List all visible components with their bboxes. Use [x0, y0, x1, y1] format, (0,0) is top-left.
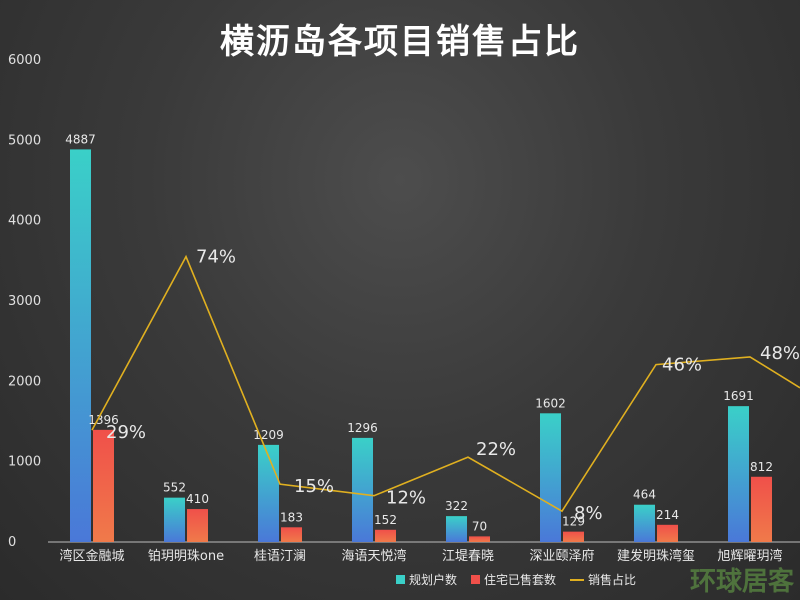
bar-planned: [634, 504, 655, 542]
x-tick-label: 铂玥明珠one: [148, 548, 224, 564]
bar-data-label: 4887: [65, 132, 96, 146]
y-tick-label: 5000: [8, 133, 41, 148]
line-data-label: 15%: [294, 476, 334, 497]
bar-data-label: 410: [186, 492, 209, 506]
x-tick-label: 湾区金融城: [59, 548, 124, 564]
x-tick-label: 旭辉曜玥湾: [717, 548, 782, 564]
line-sales-ratio: [91, 254, 800, 513]
bar-data-label: 552: [163, 481, 186, 495]
bar-planned: [728, 406, 749, 542]
bar-data-label: 129: [562, 515, 585, 529]
bar-planned: [540, 413, 561, 542]
bar-data-label: 152: [374, 513, 397, 527]
legend-label: 规划户数: [409, 572, 457, 587]
line-data-label: 12%: [386, 488, 426, 509]
legend-swatch: [471, 575, 480, 584]
y-tick-label: 2000: [8, 374, 41, 389]
x-tick-label: 海语天悦湾: [341, 548, 406, 564]
y-tick-label: 3000: [8, 294, 41, 309]
line-data-label: 29%: [106, 422, 146, 443]
line-data-label: 48%: [760, 343, 800, 364]
y-tick-label: 1000: [8, 455, 41, 470]
bar-sold: [469, 536, 490, 542]
legend-label: 住宅已售套数: [484, 572, 556, 587]
bar-data-label: 1296: [347, 421, 378, 435]
x-tick-label: 江堤春晓: [442, 549, 494, 564]
bar-sold: [93, 429, 114, 542]
y-tick-label: 0: [8, 535, 16, 550]
bar-data-label: 183: [280, 510, 303, 524]
x-tick-label: 建发明珠湾玺: [617, 548, 695, 564]
bar-sold: [563, 531, 584, 542]
bar-sold: [751, 476, 772, 542]
chart-title: 横沥岛各项目销售占比: [220, 22, 580, 62]
bar-sold: [187, 509, 208, 542]
legend-label: 销售占比: [588, 572, 636, 587]
watermark-logo: 环球居客: [689, 567, 794, 597]
bar-data-label: 214: [656, 508, 679, 522]
x-tick-label: 深业颐泽府: [529, 549, 594, 564]
line-data-label: 22%: [476, 439, 516, 460]
bar-planned: [352, 437, 373, 542]
bar-planned: [164, 497, 185, 542]
bar-sold: [375, 529, 396, 542]
x-tick-label: 桂语汀澜: [254, 549, 306, 564]
line-data-label: 46%: [662, 355, 702, 376]
bar-data-label: 1602: [535, 396, 566, 410]
bar-data-label: 1691: [723, 389, 754, 403]
bar-sold: [281, 527, 302, 542]
bar-sold: [657, 524, 678, 542]
bar-planned: [70, 149, 91, 542]
bar-data-label: 322: [445, 499, 468, 513]
bar-data-label: 812: [750, 460, 773, 474]
bar-planned: [446, 516, 467, 542]
bar-data-label: 464: [633, 488, 656, 502]
y-tick-label: 4000: [8, 214, 41, 229]
bar-planned: [258, 444, 279, 542]
legend-swatch: [396, 575, 405, 584]
line-data-label: 74%: [196, 247, 236, 268]
y-tick-label: 6000: [8, 53, 41, 68]
bar-data-label: 70: [472, 519, 487, 533]
line-data-label: 8%: [574, 503, 603, 524]
